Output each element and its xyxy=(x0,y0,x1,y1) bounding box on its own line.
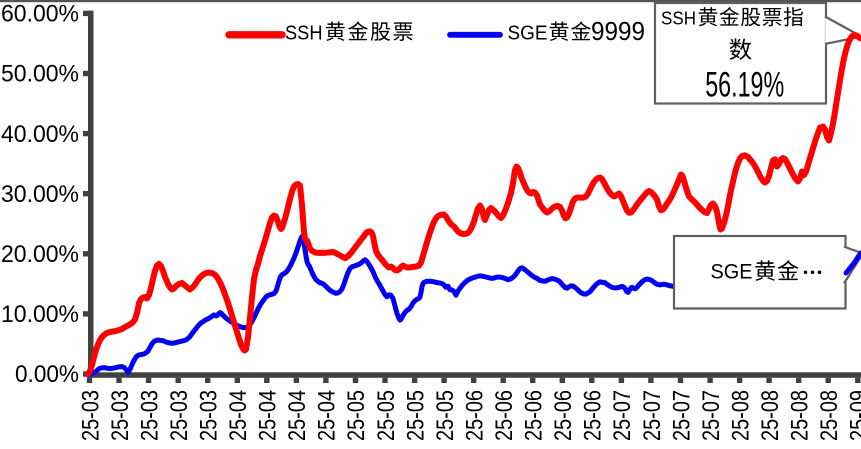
svg-text:40.00%: 40.00% xyxy=(1,121,79,148)
svg-text:25-06: 25-06 xyxy=(550,390,577,441)
svg-text:25-08: 25-08 xyxy=(727,390,754,441)
svg-text:SGE: SGE xyxy=(508,22,548,44)
svg-text:25-03: 25-03 xyxy=(136,390,163,441)
svg-text:25-05: 25-05 xyxy=(343,390,370,441)
svg-text:25-03: 25-03 xyxy=(196,390,223,441)
svg-text:25-03: 25-03 xyxy=(107,390,134,441)
svg-text:25-07: 25-07 xyxy=(639,390,666,441)
svg-text:25-03: 25-03 xyxy=(166,390,193,441)
svg-text:25-08: 25-08 xyxy=(757,390,784,441)
svg-text:SGE: SGE xyxy=(711,261,753,284)
svg-text:25-06: 25-06 xyxy=(462,390,489,441)
svg-text:60.00%: 60.00% xyxy=(1,1,79,28)
svg-text:30.00%: 30.00% xyxy=(1,181,79,208)
svg-text:25-07: 25-07 xyxy=(609,390,636,441)
svg-text:SSH: SSH xyxy=(285,22,323,44)
svg-text:25-07: 25-07 xyxy=(668,390,695,441)
svg-text:25-05: 25-05 xyxy=(402,390,429,441)
svg-text:25-03: 25-03 xyxy=(77,390,104,441)
svg-text:25-04: 25-04 xyxy=(225,390,252,441)
svg-text:25-09: 25-09 xyxy=(846,390,861,441)
svg-text:25-05: 25-05 xyxy=(373,390,400,441)
svg-text:25-06: 25-06 xyxy=(521,390,548,441)
svg-text:25-06: 25-06 xyxy=(580,390,607,441)
svg-text:25-04: 25-04 xyxy=(255,390,282,441)
svg-text:25-08: 25-08 xyxy=(787,390,814,441)
svg-text:25-08: 25-08 xyxy=(816,390,843,441)
svg-text:20.00%: 20.00% xyxy=(1,241,79,268)
svg-text:SSH: SSH xyxy=(661,9,696,29)
svg-text:25-05: 25-05 xyxy=(432,390,459,441)
svg-text:50.00%: 50.00% xyxy=(1,61,79,88)
svg-text:56.19%: 56.19% xyxy=(705,66,784,105)
svg-text:25-07: 25-07 xyxy=(698,390,725,441)
svg-text:25-04: 25-04 xyxy=(314,390,341,441)
svg-text:25-04: 25-04 xyxy=(284,390,311,441)
svg-text:25-06: 25-06 xyxy=(491,390,518,441)
svg-text:9999: 9999 xyxy=(591,18,645,46)
svg-text:0.00%: 0.00% xyxy=(15,361,79,388)
svg-text:10.00%: 10.00% xyxy=(1,301,79,328)
